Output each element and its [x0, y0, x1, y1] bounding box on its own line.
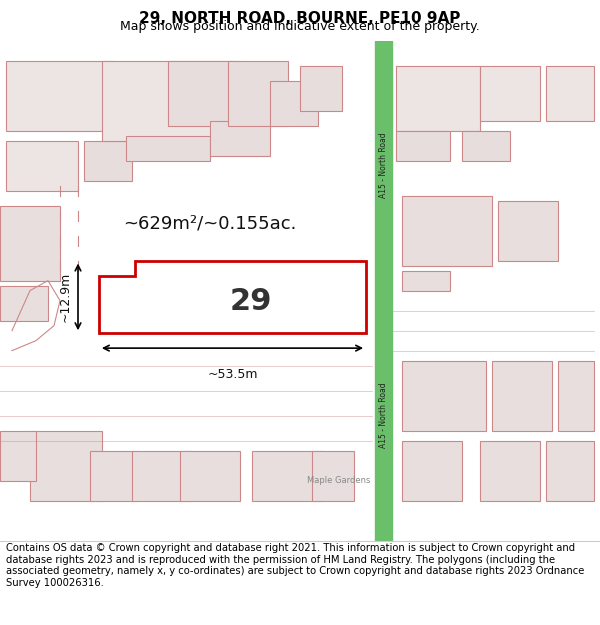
- Bar: [168, 61, 240, 126]
- Polygon shape: [99, 261, 366, 333]
- Bar: [546, 66, 594, 121]
- Text: Contains OS data © Crown copyright and database right 2021. This information is : Contains OS data © Crown copyright and d…: [6, 543, 584, 588]
- Bar: [480, 66, 540, 121]
- Bar: [84, 141, 132, 181]
- Bar: [252, 451, 324, 501]
- Bar: [462, 131, 510, 161]
- Bar: [180, 451, 240, 501]
- Bar: [480, 441, 540, 501]
- Bar: [402, 196, 492, 266]
- Bar: [498, 201, 558, 261]
- Bar: [132, 451, 192, 501]
- Bar: [492, 361, 552, 431]
- Bar: [396, 131, 450, 161]
- Bar: [300, 66, 342, 111]
- Bar: [558, 361, 594, 431]
- Text: Map shows position and indicative extent of the property.: Map shows position and indicative extent…: [120, 20, 480, 33]
- Bar: [90, 451, 138, 501]
- Text: ~629m²/~0.155ac.: ~629m²/~0.155ac.: [124, 214, 296, 232]
- Bar: [210, 121, 270, 156]
- Bar: [402, 441, 462, 501]
- Text: A15 - North Road: A15 - North Road: [379, 382, 388, 449]
- Bar: [402, 361, 486, 431]
- Bar: [30, 431, 102, 501]
- Bar: [312, 451, 354, 501]
- Bar: [0, 286, 48, 321]
- Bar: [0, 206, 60, 281]
- Text: 29, NORTH ROAD, BOURNE, PE10 9AP: 29, NORTH ROAD, BOURNE, PE10 9AP: [139, 11, 461, 26]
- Bar: [396, 66, 480, 131]
- Bar: [270, 81, 318, 126]
- Text: ~12.9m: ~12.9m: [59, 272, 72, 322]
- Bar: [228, 61, 288, 126]
- Bar: [375, 41, 392, 541]
- Text: Maple Gardens: Maple Gardens: [307, 476, 371, 485]
- Bar: [402, 271, 450, 291]
- Bar: [126, 136, 210, 161]
- Bar: [546, 441, 594, 501]
- Text: ~53.5m: ~53.5m: [207, 368, 258, 381]
- Text: A15 - North Road: A15 - North Road: [379, 132, 388, 199]
- Bar: [102, 61, 234, 141]
- Text: 29: 29: [229, 288, 272, 316]
- Bar: [6, 141, 78, 191]
- Bar: [6, 61, 114, 131]
- Bar: [0, 431, 36, 481]
